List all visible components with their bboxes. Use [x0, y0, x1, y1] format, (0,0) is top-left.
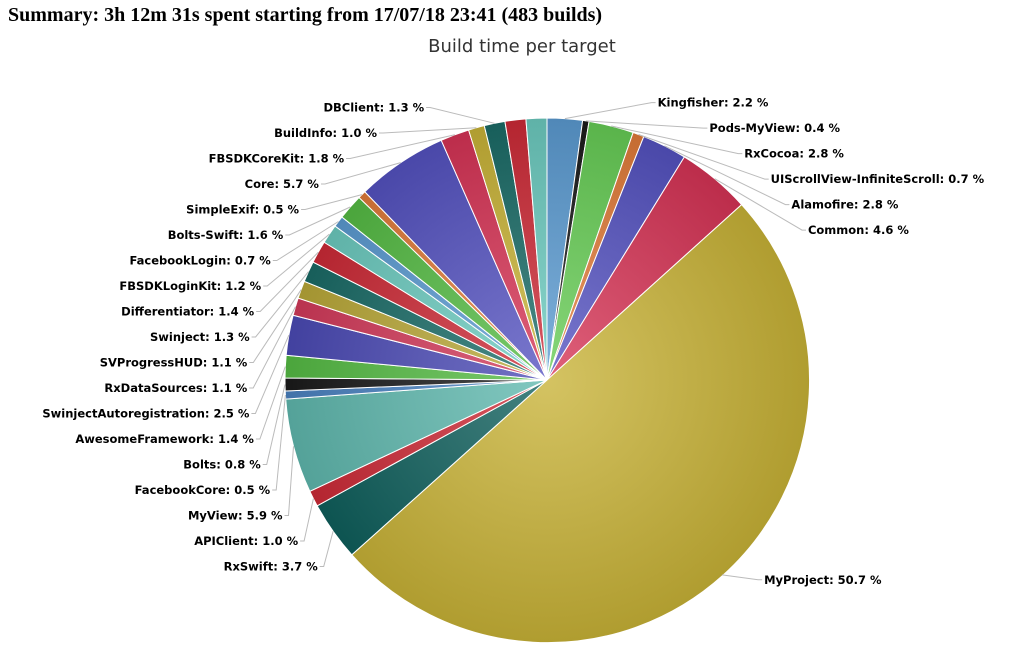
chart-title: Build time per target	[428, 36, 616, 57]
connector-rxdatasources	[249, 306, 296, 389]
label-dbclient: DBClient: 1.3 %	[323, 101, 424, 115]
connector-svprogresshud	[249, 289, 302, 363]
connector-swinject	[251, 271, 309, 338]
label-alamofire: Alamofire: 2.8 %	[791, 198, 898, 212]
pie-connectors	[249, 102, 806, 581]
label-myview: MyView: 5.9 %	[188, 509, 283, 523]
connector-swinjectautoregistration	[251, 334, 290, 414]
connector-bolts	[262, 384, 286, 465]
label-core: Core: 5.7 %	[245, 177, 320, 191]
connector-fbsdkcorekit	[346, 134, 455, 159]
label-myproject: MyProject: 50.7 %	[764, 573, 882, 587]
label-fbsdkcorekit: FBSDKCoreKit: 1.8 %	[209, 152, 345, 166]
label-facebookcore: FacebookCore: 0.5 %	[135, 483, 271, 497]
connector-buildinfo	[379, 127, 477, 134]
connector-common	[714, 178, 806, 231]
connector-rxcocoa	[611, 125, 743, 155]
summary-heading: Summary: 3h 12m 31s spent starting from …	[8, 4, 603, 26]
connector-differentiator	[256, 251, 319, 312]
label-common: Common: 4.6 %	[808, 223, 909, 237]
label-apiclient: APIClient: 1.0 %	[194, 534, 298, 548]
connector-awesomeframework	[255, 366, 286, 440]
connector-uiscrollview-infinitescroll	[638, 134, 769, 180]
connector-facebookcore	[272, 394, 286, 491]
label-differentiator: Differentiator: 1.4 %	[121, 305, 255, 319]
connector-kingfisher	[564, 102, 656, 120]
connector-pods-myview	[585, 120, 708, 129]
label-rxdatasources: RxDataSources: 1.1 %	[104, 381, 247, 395]
label-bolts-swift: Bolts-Swift: 1.6 %	[168, 228, 284, 242]
label-kingfisher: Kingfisher: 2.2 %	[658, 96, 769, 110]
connector-facebooklogin	[272, 221, 339, 261]
label-fbsdkloginkit: FBSDKLoginKit: 1.2 %	[119, 279, 261, 293]
label-facebooklogin: FacebookLogin: 0.7 %	[129, 254, 271, 268]
label-uiscrollview-infinitescroll: UIScrollView-InfiniteScroll: 0.7 %	[771, 172, 985, 186]
connector-dbclient	[426, 107, 495, 124]
connector-rxswift	[319, 531, 334, 567]
label-buildinfo: BuildInfo: 1.0 %	[274, 126, 377, 140]
connector-myview	[284, 446, 294, 516]
connector-bolts-swift	[285, 206, 351, 236]
label-bolts: Bolts: 0.8 %	[183, 458, 261, 472]
pie-slice-dbclient-3[interactable]	[525, 117, 548, 381]
connector-apiclient	[300, 498, 314, 542]
label-simpleexif: SimpleExif: 0.5 %	[186, 203, 299, 217]
label-rxswift: RxSwift: 3.7 %	[224, 560, 319, 574]
connector-myproject	[722, 574, 763, 581]
label-pods-myview: Pods-MyView: 0.4 %	[709, 121, 840, 135]
pie-labels: Kingfisher: 2.2 % Pods-MyView: 0.4 % RxCoc…	[42, 96, 984, 587]
label-rxcocoa: RxCocoa: 2.8 %	[744, 147, 844, 161]
connector-simpleexif	[301, 194, 363, 210]
label-swinject: Swinject: 1.3 %	[150, 330, 250, 344]
label-swinjectautoregistration: SwinjectAutoregistration: 2.5 %	[42, 407, 250, 421]
connector-alamofire	[664, 145, 790, 206]
pie-slice-myproject[interactable]	[351, 203, 810, 644]
pie-slices	[284, 117, 810, 644]
connector-core	[321, 162, 401, 185]
connector-fbsdkloginkit	[263, 233, 330, 287]
label-svprogresshud: SVProgressHUD: 1.1 %	[100, 356, 248, 370]
label-awesomeframework: AwesomeFramework: 1.4 %	[75, 432, 254, 446]
